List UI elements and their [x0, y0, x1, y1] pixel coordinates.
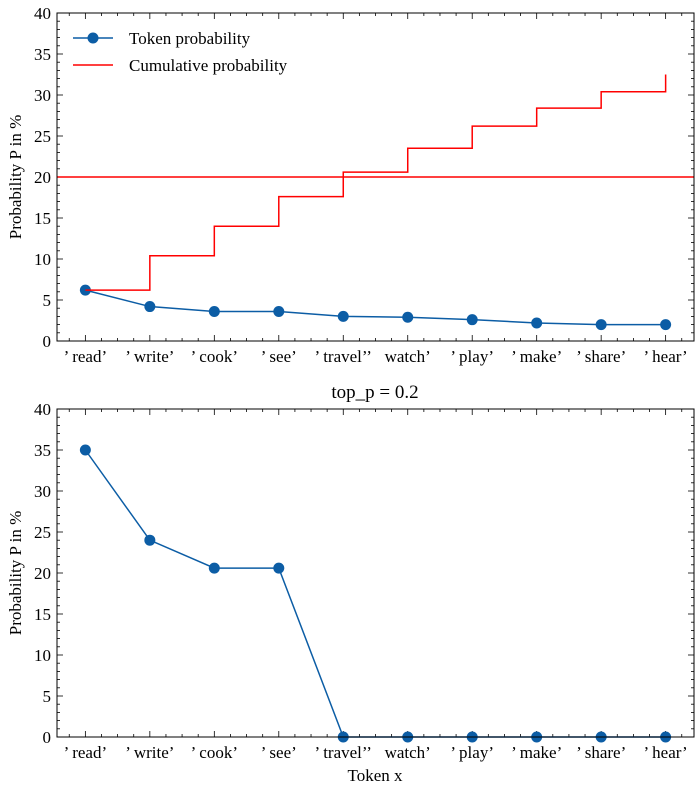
- y-tick-label: 20: [34, 564, 51, 583]
- x-tick-label: watch’: [385, 743, 431, 762]
- y-tick-label: 30: [34, 86, 51, 105]
- plot-frame: [56, 12, 695, 342]
- y-tick-label: 40: [34, 400, 51, 419]
- x-tick-label: ’ see’: [261, 743, 297, 762]
- x-tick-label: ’ make’: [511, 347, 562, 366]
- y-tick-label: 30: [34, 482, 51, 501]
- bottom-chart-title: top_p = 0.2: [331, 382, 418, 403]
- token-probability-point: [660, 319, 672, 331]
- token-probability-point: [273, 305, 285, 317]
- legend-cumulative-label: Cumulative probability: [129, 56, 288, 75]
- top-y-axis-label: Probability P in %: [6, 115, 25, 240]
- x-tick-label: ’ play’: [450, 743, 494, 762]
- x-axis-label: Token x: [348, 766, 403, 785]
- token-probability-point: [208, 305, 220, 317]
- token-probability-point: [337, 310, 349, 322]
- x-tick-label: ’ hear’: [644, 743, 688, 762]
- x-tick-label: ’ read’: [64, 347, 108, 366]
- x-tick-label: ’ share’: [576, 743, 626, 762]
- token-probability-line: [84, 449, 666, 738]
- y-tick-label: 35: [34, 441, 51, 460]
- legend-token-marker: [87, 32, 99, 44]
- token-probability-point: [595, 319, 607, 331]
- y-tick-label: 35: [34, 45, 51, 64]
- x-tick-label: ’ see’: [261, 347, 297, 366]
- bottom-chart: 0 5 10 15 20 25 30 35 40 ’ read’ ’ write’ ’ cook’ ’ …: [34, 400, 695, 762]
- x-tick-label: ’ cook’: [191, 743, 238, 762]
- x-tick-label: ’ play’: [450, 347, 494, 366]
- token-probability-point: [144, 534, 156, 546]
- bottom-y-axis-label: Probability P in %: [6, 511, 25, 636]
- x-tick-label: ’ write’: [125, 743, 174, 762]
- legend-token-label: Token probability: [129, 29, 251, 48]
- y-tick-label: 20: [34, 168, 51, 187]
- x-tick-label: ’ travel’’: [315, 347, 372, 366]
- token-probability-point: [531, 317, 543, 329]
- y-tick-label: 10: [34, 250, 51, 269]
- token-probability-point: [144, 301, 156, 313]
- y-tick-label: 0: [43, 728, 52, 747]
- x-tick-label: ’ share’: [576, 347, 626, 366]
- legend: Token probability Cumulative probability: [73, 29, 288, 75]
- token-probability-point: [79, 444, 91, 456]
- y-tick-label: 5: [43, 291, 52, 310]
- top-chart: 0 5 10 15 20 25 30 35 40 ’ read’ ’ write’ ’ cook’ ’ …: [34, 4, 695, 366]
- y-tick-label: 0: [43, 332, 52, 351]
- y-tick-label: 40: [34, 4, 51, 23]
- cumulative-probability-line: [85, 74, 667, 291]
- token-probability-line: [85, 289, 666, 326]
- token-probability-point: [273, 562, 285, 574]
- x-tick-label: ’ write’: [125, 347, 174, 366]
- token-probability-point: [208, 562, 220, 574]
- token-probability-point: [466, 314, 478, 326]
- x-tick-label: ’ make’: [511, 743, 562, 762]
- x-tick-label: ’ cook’: [191, 347, 238, 366]
- y-tick-label: 25: [34, 523, 51, 542]
- y-tick-label: 15: [34, 209, 51, 228]
- x-tick-label: ’ read’: [64, 743, 108, 762]
- x-tick-label: watch’: [385, 347, 431, 366]
- y-tick-label: 10: [34, 646, 51, 665]
- x-tick-label: ’ hear’: [644, 347, 688, 366]
- y-tick-label: 5: [43, 687, 52, 706]
- token-probability-point: [402, 311, 414, 323]
- plot-frame: [56, 408, 695, 738]
- x-tick-label: ’ travel’’: [315, 743, 372, 762]
- y-tick-label: 25: [34, 127, 51, 146]
- y-tick-label: 15: [34, 605, 51, 624]
